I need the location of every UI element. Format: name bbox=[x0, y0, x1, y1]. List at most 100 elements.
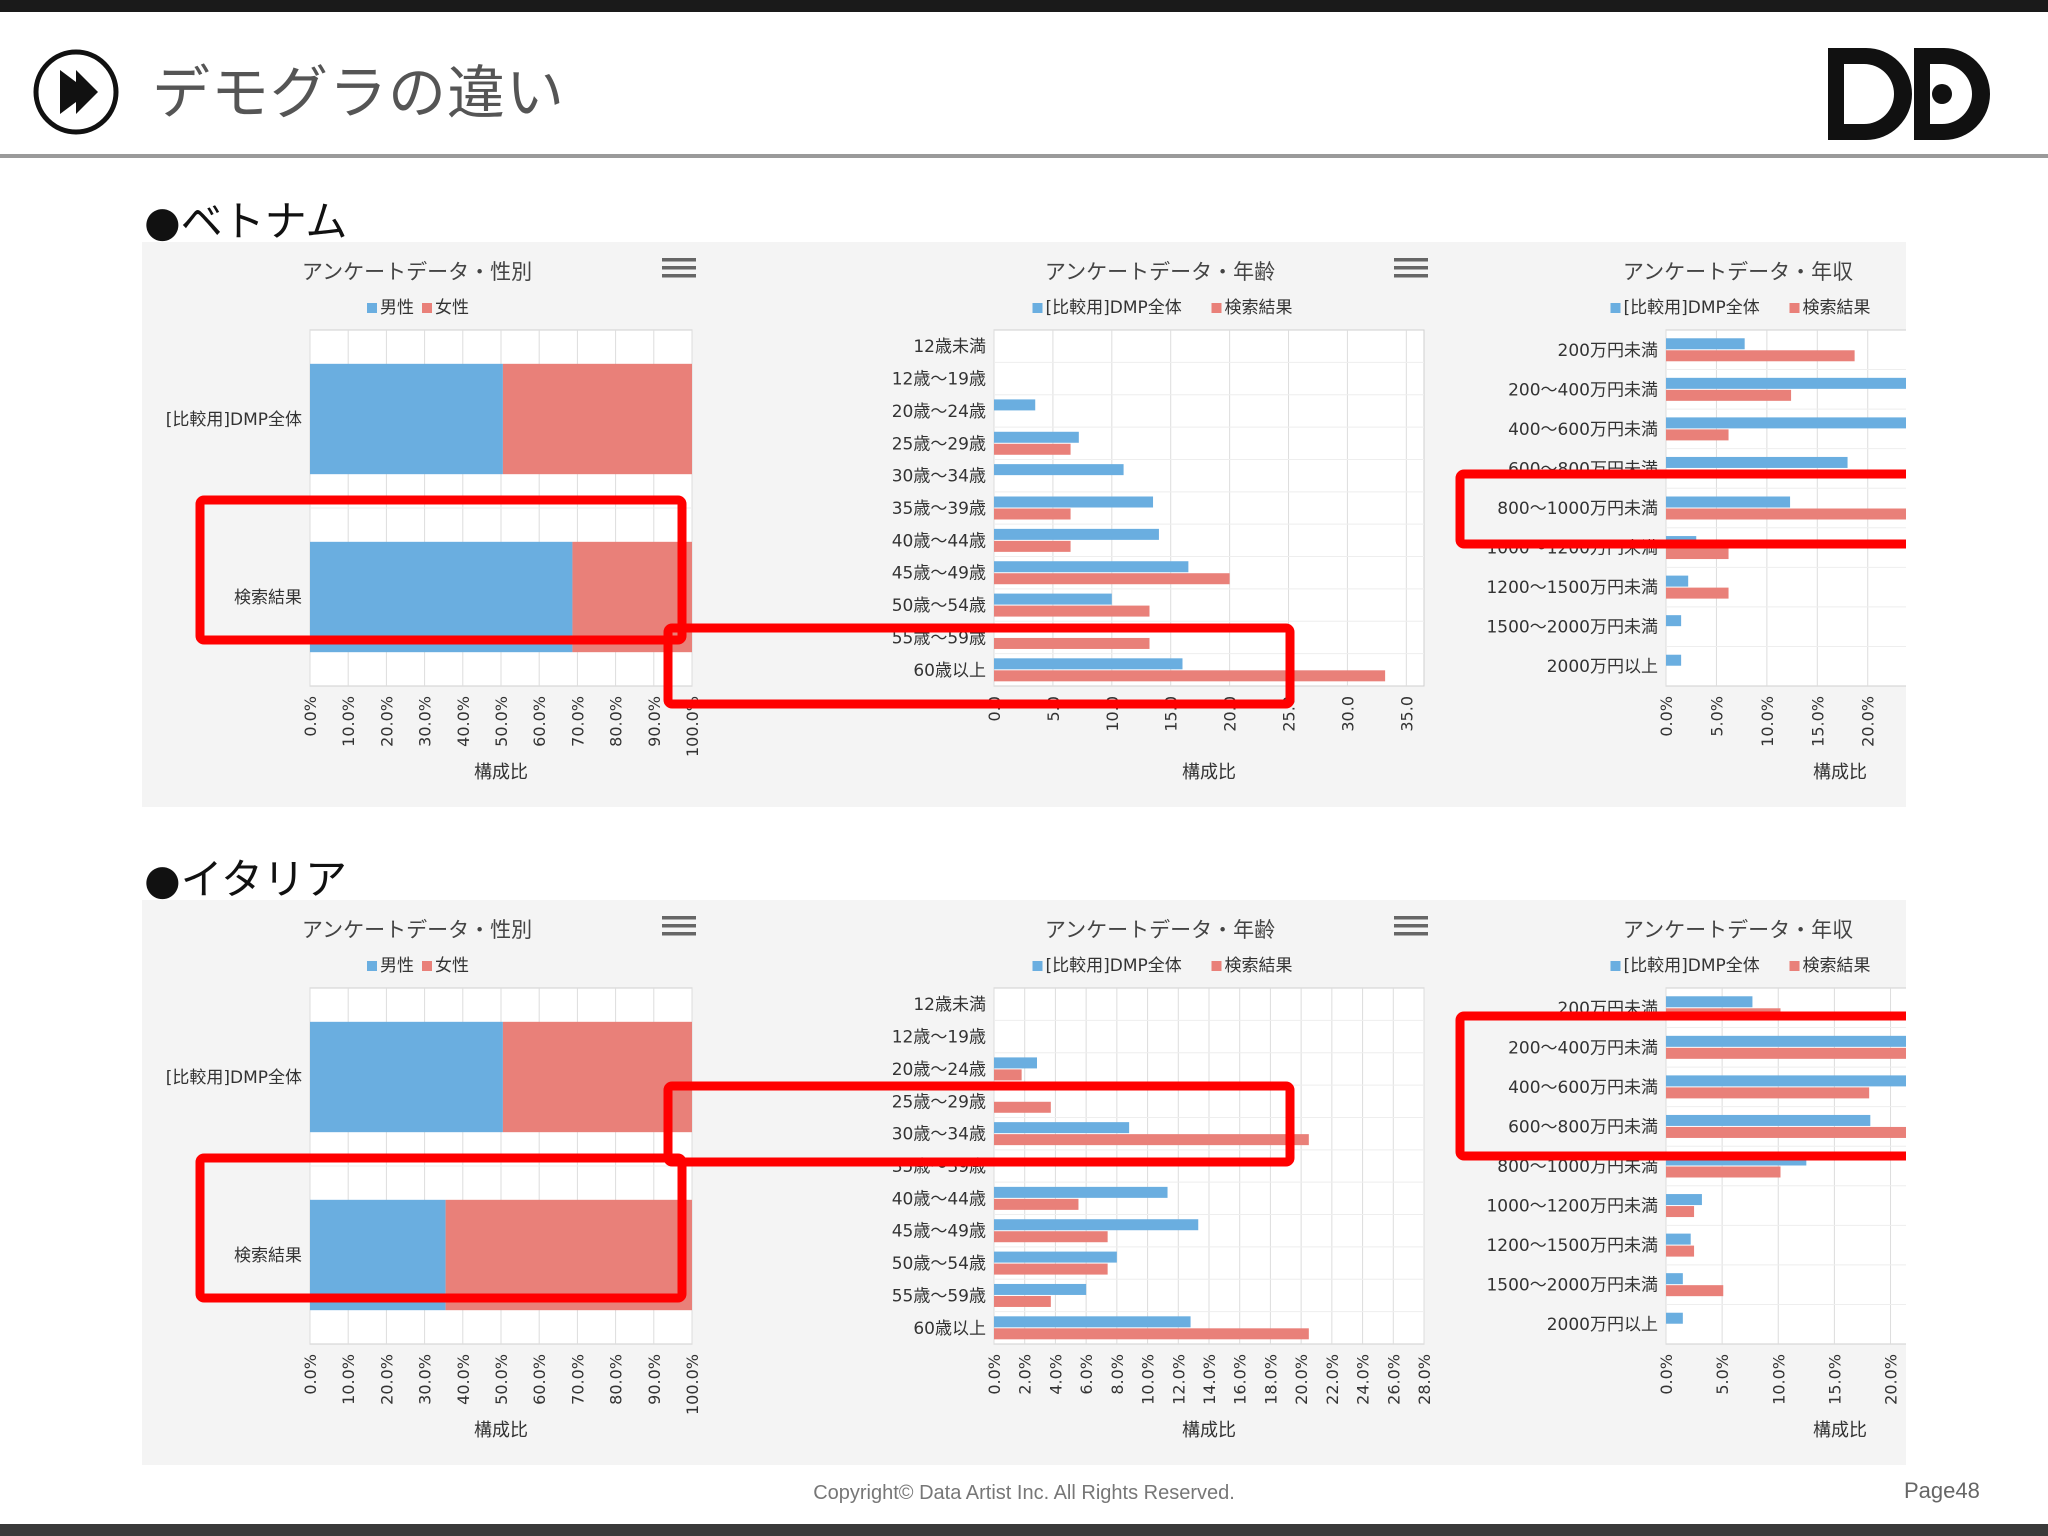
category-label: 50歳～54歳 bbox=[892, 1254, 986, 1274]
bar-dmp bbox=[994, 1186, 1168, 1198]
x-tick-label: 2.0% bbox=[1016, 1354, 1035, 1395]
x-tick-label: 20.0% bbox=[377, 1354, 396, 1405]
x-tick-label: 60.0% bbox=[530, 696, 549, 747]
bar-search-result bbox=[1666, 1126, 1906, 1138]
menu-line bbox=[1394, 916, 1428, 920]
category-label: 30歳～34歳 bbox=[892, 1125, 986, 1145]
bar-女性 bbox=[445, 1199, 692, 1311]
bar-dmp bbox=[994, 464, 1124, 476]
x-tick-label: 100.0% bbox=[683, 696, 702, 757]
x-axis-label: 構成比 bbox=[1182, 762, 1236, 783]
x-tick-label: 30.0 bbox=[1338, 696, 1357, 732]
legend-label: 女性 bbox=[435, 298, 469, 318]
x-tick-label: 100.0% bbox=[683, 1354, 702, 1415]
bar-dmp bbox=[994, 528, 1159, 540]
bar-search-result bbox=[1666, 548, 1729, 560]
legend-swatch bbox=[422, 303, 432, 313]
bottom-bar bbox=[0, 1524, 2048, 1536]
category-label: 200～400万円未満 bbox=[1508, 380, 1658, 400]
category-label: 1500～2000万円未満 bbox=[1486, 1276, 1658, 1296]
x-tick-label: 0.0% bbox=[985, 1354, 1004, 1395]
category-label: 2000万円以上 bbox=[1547, 657, 1658, 677]
x-axis-label: 構成比 bbox=[474, 762, 528, 783]
x-tick-label: 0.0% bbox=[1657, 696, 1676, 737]
bar-search-result bbox=[994, 670, 1386, 682]
category-label: 1200～1500万円未満 bbox=[1486, 1236, 1658, 1256]
bar-dmp bbox=[1666, 456, 1848, 468]
chart-title: アンケートデータ・年齢 bbox=[1045, 260, 1275, 284]
chart-title: アンケートデータ・性別 bbox=[302, 918, 532, 942]
menu-line bbox=[662, 924, 696, 928]
category-label: 検索結果 bbox=[234, 1246, 302, 1266]
x-tick-label: 0.0% bbox=[301, 1354, 320, 1395]
x-tick-label: 30.0% bbox=[416, 696, 435, 747]
category-label: 800～1000万円未満 bbox=[1497, 499, 1658, 519]
plot-area bbox=[993, 329, 1425, 687]
menu-line bbox=[662, 258, 696, 262]
legend-label: 女性 bbox=[435, 956, 469, 976]
category-label: 1500～2000万円未満 bbox=[1486, 618, 1658, 638]
x-tick-label: 60.0% bbox=[530, 1354, 549, 1405]
bar-dmp bbox=[1666, 1233, 1691, 1245]
menu-line bbox=[1394, 274, 1428, 278]
x-tick-label: 20.0% bbox=[1882, 1354, 1901, 1405]
x-axis-label: 構成比 bbox=[1813, 1420, 1867, 1441]
category-label: 12歳～19歳 bbox=[892, 1028, 986, 1048]
page-number: Page48 bbox=[1904, 1478, 1980, 1503]
bar-dmp bbox=[994, 1122, 1130, 1134]
category-label: 55歳～59歳 bbox=[892, 628, 986, 648]
bar-dmp bbox=[1666, 338, 1745, 350]
bar-dmp bbox=[1666, 1035, 1906, 1047]
category-label: 40歳～44歳 bbox=[892, 1189, 986, 1209]
menu-line bbox=[1394, 266, 1428, 270]
menu-icon bbox=[662, 916, 696, 936]
x-tick-label: 30.0% bbox=[416, 1354, 435, 1405]
bar-dmp bbox=[994, 1316, 1191, 1328]
category-label: 50歳～54歳 bbox=[892, 596, 986, 616]
category-label: 45歳～49歳 bbox=[892, 1222, 986, 1242]
category-label: 55歳～59歳 bbox=[892, 1286, 986, 1306]
chart-title: アンケートデータ・年収 bbox=[1623, 260, 1853, 284]
category-label: [比較用]DMP全体 bbox=[166, 410, 302, 430]
bar-dmp bbox=[994, 496, 1154, 508]
x-tick-label: 5.0% bbox=[1713, 1354, 1732, 1395]
bar-search-result bbox=[1666, 1245, 1695, 1257]
bar-女性 bbox=[502, 363, 692, 475]
bar-dmp bbox=[1666, 996, 1753, 1008]
bar-search-result bbox=[994, 637, 1150, 649]
x-tick-label: 80.0% bbox=[607, 1354, 626, 1405]
highlight-box bbox=[663, 1081, 1295, 1167]
bar-search-result bbox=[1666, 389, 1792, 401]
category-label: 12歳未満 bbox=[913, 995, 986, 1015]
bar-search-result bbox=[994, 573, 1230, 585]
chart-2: アンケートデータ・年収 [比較用]DMP全体 検索結果 0.0% 5.0% 10.0% 15… bbox=[1455, 918, 1906, 1441]
category-label: 200～400万円未満 bbox=[1508, 1038, 1658, 1058]
x-tick-label: 18.0% bbox=[1261, 1354, 1280, 1405]
x-tick-label: 50.0% bbox=[492, 696, 511, 747]
legend-label: 検索結果 bbox=[1225, 298, 1293, 318]
bar-男性 bbox=[310, 363, 503, 475]
section-title-vietnam: ●ベトナム bbox=[144, 197, 348, 246]
x-tick-label: 10.0% bbox=[339, 1354, 358, 1405]
highlight-box bbox=[663, 623, 1295, 709]
x-tick-label: 8.0% bbox=[1108, 1354, 1127, 1395]
bar-dmp bbox=[1666, 1273, 1683, 1285]
legend-swatch bbox=[1032, 961, 1043, 971]
bar-search-result bbox=[994, 1069, 1022, 1081]
highlight-box bbox=[195, 495, 687, 645]
legend-swatch bbox=[1789, 303, 1800, 313]
x-tick-label: 50.0% bbox=[492, 1354, 511, 1405]
x-tick-label: 16.0% bbox=[1231, 1354, 1250, 1405]
x-tick-label: 24.0% bbox=[1354, 1354, 1373, 1405]
x-tick-label: 5.0% bbox=[1707, 696, 1726, 737]
x-axis-label: 構成比 bbox=[1182, 1420, 1236, 1441]
bar-dmp bbox=[994, 399, 1036, 411]
category-label: 45歳～49歳 bbox=[892, 564, 986, 584]
menu-line bbox=[1394, 258, 1428, 262]
menu-icon bbox=[662, 258, 696, 278]
menu-line bbox=[662, 266, 696, 270]
bar-dmp bbox=[1666, 654, 1682, 666]
